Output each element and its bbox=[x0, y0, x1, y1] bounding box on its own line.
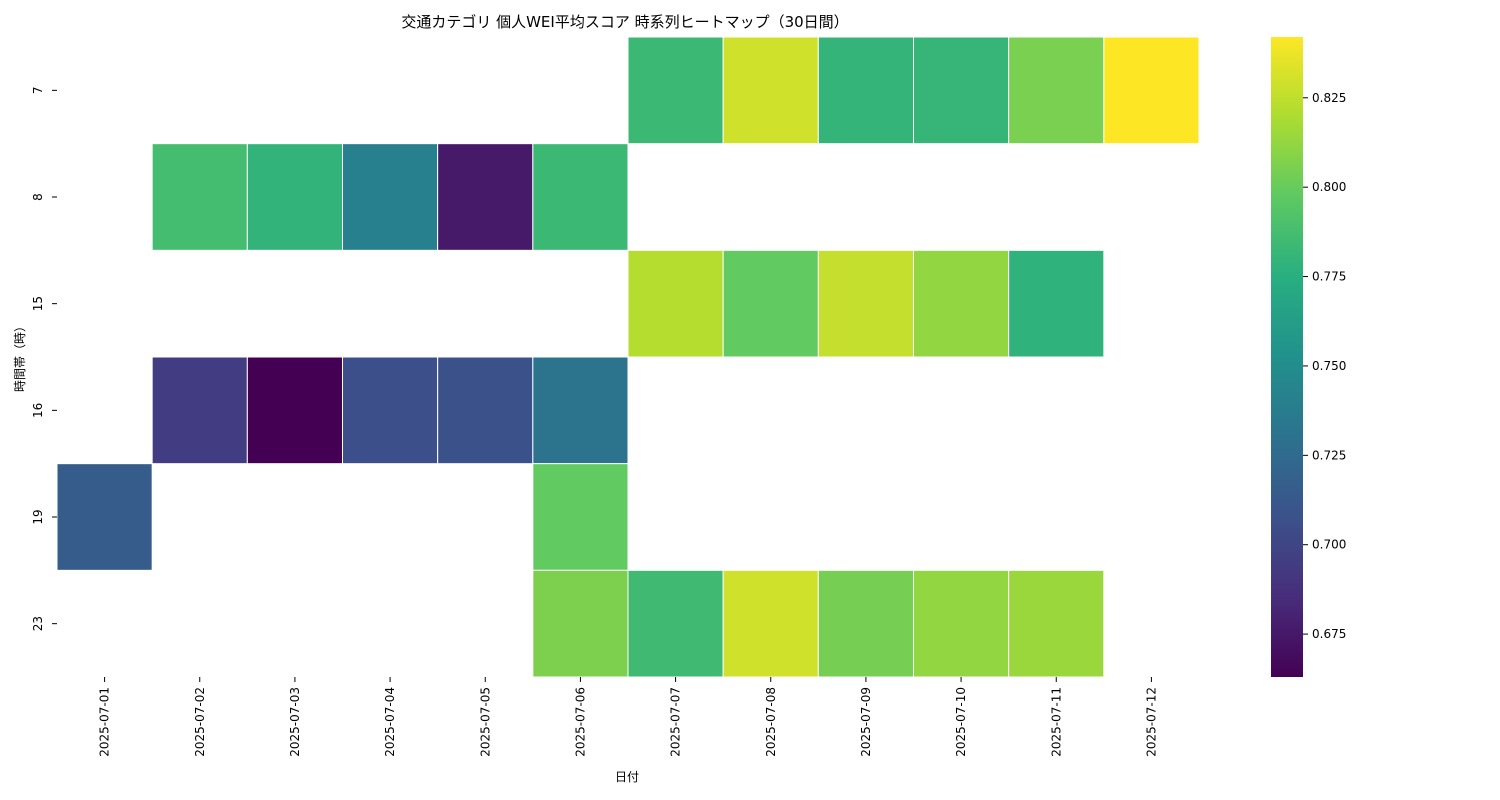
heatmap-cell bbox=[1103, 36, 1200, 145]
heatmap-cell bbox=[437, 143, 534, 251]
heatmap-cell bbox=[246, 356, 343, 465]
x-tick-label: 2025-07-09 bbox=[859, 687, 873, 757]
x-tick-label: 2025-07-07 bbox=[669, 687, 683, 757]
colorbar-tick-label: 0.700 bbox=[1312, 538, 1346, 552]
colorbar-tick-label: 0.675 bbox=[1312, 627, 1346, 641]
heatmap-cells bbox=[56, 36, 1200, 678]
heatmap-cell bbox=[627, 569, 724, 678]
x-tick-label: 2025-07-12 bbox=[1144, 687, 1158, 757]
y-tick-label: 19 bbox=[31, 509, 45, 524]
x-tick-label: 2025-07-05 bbox=[478, 687, 492, 757]
heatmap-cell bbox=[246, 143, 343, 251]
y-tick-label: 15 bbox=[31, 296, 45, 311]
x-tick-label: 2025-07-06 bbox=[573, 687, 587, 757]
y-tick-label: 16 bbox=[31, 403, 45, 418]
heatmap-cell bbox=[913, 36, 1010, 145]
x-axis-ticks: 2025-07-01 2025-07-02 2025-07-03 2025-07-04… bbox=[98, 677, 1158, 757]
y-tick-label: 8 bbox=[31, 193, 45, 201]
x-tick-label: 2025-07-10 bbox=[954, 687, 968, 757]
x-tick-label: 2025-07-02 bbox=[193, 687, 207, 757]
heatmap-cell bbox=[342, 356, 439, 465]
heatmap-cell bbox=[913, 569, 1010, 678]
x-tick-label: 2025-07-11 bbox=[1049, 687, 1063, 757]
chart-title: 交通カテゴリ 個人WEI平均スコア 時系列ヒートマップ（30日間） bbox=[401, 13, 848, 31]
heatmap-cell bbox=[532, 463, 629, 571]
x-axis-label: 日付 bbox=[615, 770, 639, 784]
y-axis-label: 時間帯（時） bbox=[13, 320, 27, 392]
y-axis-ticks: 7 8 15 16 19 23 bbox=[31, 87, 57, 631]
heatmap-cell bbox=[151, 356, 248, 465]
x-tick-label: 2025-07-01 bbox=[98, 687, 112, 757]
heatmap-cell bbox=[532, 356, 629, 465]
heatmap-cell bbox=[342, 143, 439, 251]
heatmap-cell bbox=[151, 143, 248, 251]
heatmap-cell bbox=[722, 569, 819, 678]
x-tick-label: 2025-07-08 bbox=[764, 687, 778, 757]
heatmap-cell bbox=[627, 36, 724, 145]
colorbar-tick-label: 0.750 bbox=[1312, 359, 1346, 373]
y-tick-label: 23 bbox=[31, 616, 45, 631]
heatmap-cell bbox=[627, 249, 724, 358]
colorbar-tick-label: 0.800 bbox=[1312, 180, 1346, 194]
heatmap-cell bbox=[56, 463, 153, 571]
heatmap-cell bbox=[532, 569, 629, 678]
y-tick-label: 7 bbox=[31, 87, 45, 95]
heatmap-cell bbox=[817, 36, 914, 145]
colorbar-tick-label: 0.725 bbox=[1312, 448, 1346, 462]
colorbar bbox=[1271, 37, 1303, 677]
heatmap-cell bbox=[437, 356, 534, 465]
x-tick-label: 2025-07-04 bbox=[383, 687, 397, 757]
heatmap-cell bbox=[1008, 569, 1105, 678]
x-tick-label: 2025-07-03 bbox=[288, 687, 302, 757]
heatmap-cell bbox=[817, 569, 914, 678]
heatmap-cell bbox=[1008, 36, 1105, 145]
heatmap-cell bbox=[913, 249, 1010, 358]
heatmap-cell bbox=[722, 36, 819, 145]
heatmap-cell bbox=[532, 143, 629, 251]
colorbar-tick-label: 0.775 bbox=[1312, 270, 1346, 284]
heatmap-cell bbox=[1008, 249, 1105, 358]
heatmap-cell bbox=[722, 249, 819, 358]
colorbar-ticks: 0.675 0.700 0.725 0.750 0.775 0.800 0.825 bbox=[1303, 91, 1346, 641]
heatmap-cell bbox=[817, 249, 914, 358]
colorbar-tick-label: 0.825 bbox=[1312, 91, 1346, 105]
